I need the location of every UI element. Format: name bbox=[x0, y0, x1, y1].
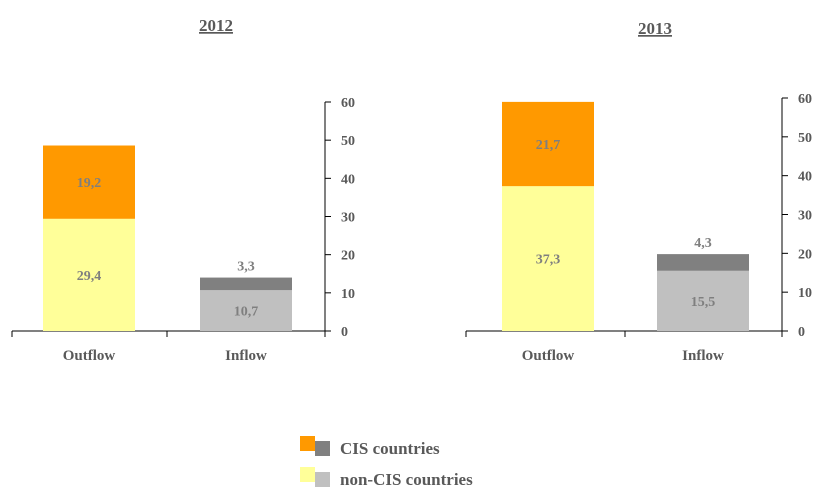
bar-outflow-cis bbox=[502, 101, 594, 187]
y-tick-label: 20 bbox=[798, 247, 812, 262]
y-tick-label: 40 bbox=[341, 172, 355, 187]
y-tick-label: 60 bbox=[341, 96, 355, 111]
category-label-inflow: Inflow bbox=[682, 348, 724, 364]
bar-outflow-noncis bbox=[43, 218, 135, 331]
bar-inflow-noncis bbox=[200, 290, 292, 331]
data-label: 29,4 bbox=[77, 269, 102, 284]
legend-swatch-cis-inflow bbox=[315, 441, 330, 456]
y-tick-label: 30 bbox=[798, 209, 812, 224]
bar-outflow-noncis bbox=[502, 186, 594, 331]
legend-label-noncis: non-CIS countries bbox=[340, 470, 473, 488]
data-label: 10,7 bbox=[234, 305, 259, 320]
y-tick-label: 30 bbox=[341, 211, 355, 226]
chart-title: 2013 bbox=[638, 19, 672, 38]
y-tick-label: 60 bbox=[798, 92, 812, 107]
legend-swatch-noncis-inflow bbox=[315, 472, 330, 487]
category-label-outflow: Outflow bbox=[63, 348, 116, 364]
y-tick-label: 20 bbox=[341, 249, 355, 264]
chart-2013: 2013 0 10 20 30 40 50 60 37,3 21,7 Outflow 15,5 4,3 I… bbox=[465, 19, 812, 364]
data-label: 4,3 bbox=[694, 236, 712, 251]
y-tick-label: 0 bbox=[341, 325, 348, 340]
legend-swatch-noncis-outflow bbox=[300, 467, 315, 482]
y-tick-label: 50 bbox=[798, 131, 812, 146]
legend-swatch-cis-outflow bbox=[300, 436, 315, 451]
chart-2012: 2012 0 10 20 30 40 50 60 29,4 19,2 Outflow 10,7 3,3 I… bbox=[11, 16, 355, 364]
legend-label-cis: CIS countries bbox=[340, 439, 440, 458]
bar-outflow-cis bbox=[43, 145, 135, 219]
data-label: 37,3 bbox=[536, 253, 561, 268]
bar-inflow-noncis bbox=[657, 270, 749, 331]
data-label: 3,3 bbox=[237, 260, 255, 275]
chart-title: 2012 bbox=[199, 16, 233, 35]
data-label: 19,2 bbox=[77, 176, 102, 191]
category-label-inflow: Inflow bbox=[225, 348, 267, 364]
y-tick-label: 50 bbox=[341, 134, 355, 149]
data-label: 15,5 bbox=[691, 295, 716, 310]
y-tick-label: 40 bbox=[798, 170, 812, 185]
category-label-outflow: Outflow bbox=[522, 348, 575, 364]
data-label: 21,7 bbox=[536, 138, 561, 153]
charts-group: 2012 0 10 20 30 40 50 60 29,4 19,2 Outflow 10,7 3,3 I… bbox=[11, 16, 812, 364]
bar-inflow-cis bbox=[657, 254, 749, 271]
y-tick-label: 10 bbox=[798, 286, 812, 301]
y-tick-label: 10 bbox=[341, 287, 355, 302]
bar-inflow-cis bbox=[200, 277, 292, 291]
y-tick-label: 0 bbox=[798, 325, 805, 340]
legend: CIS countries non-CIS countries bbox=[300, 436, 473, 488]
